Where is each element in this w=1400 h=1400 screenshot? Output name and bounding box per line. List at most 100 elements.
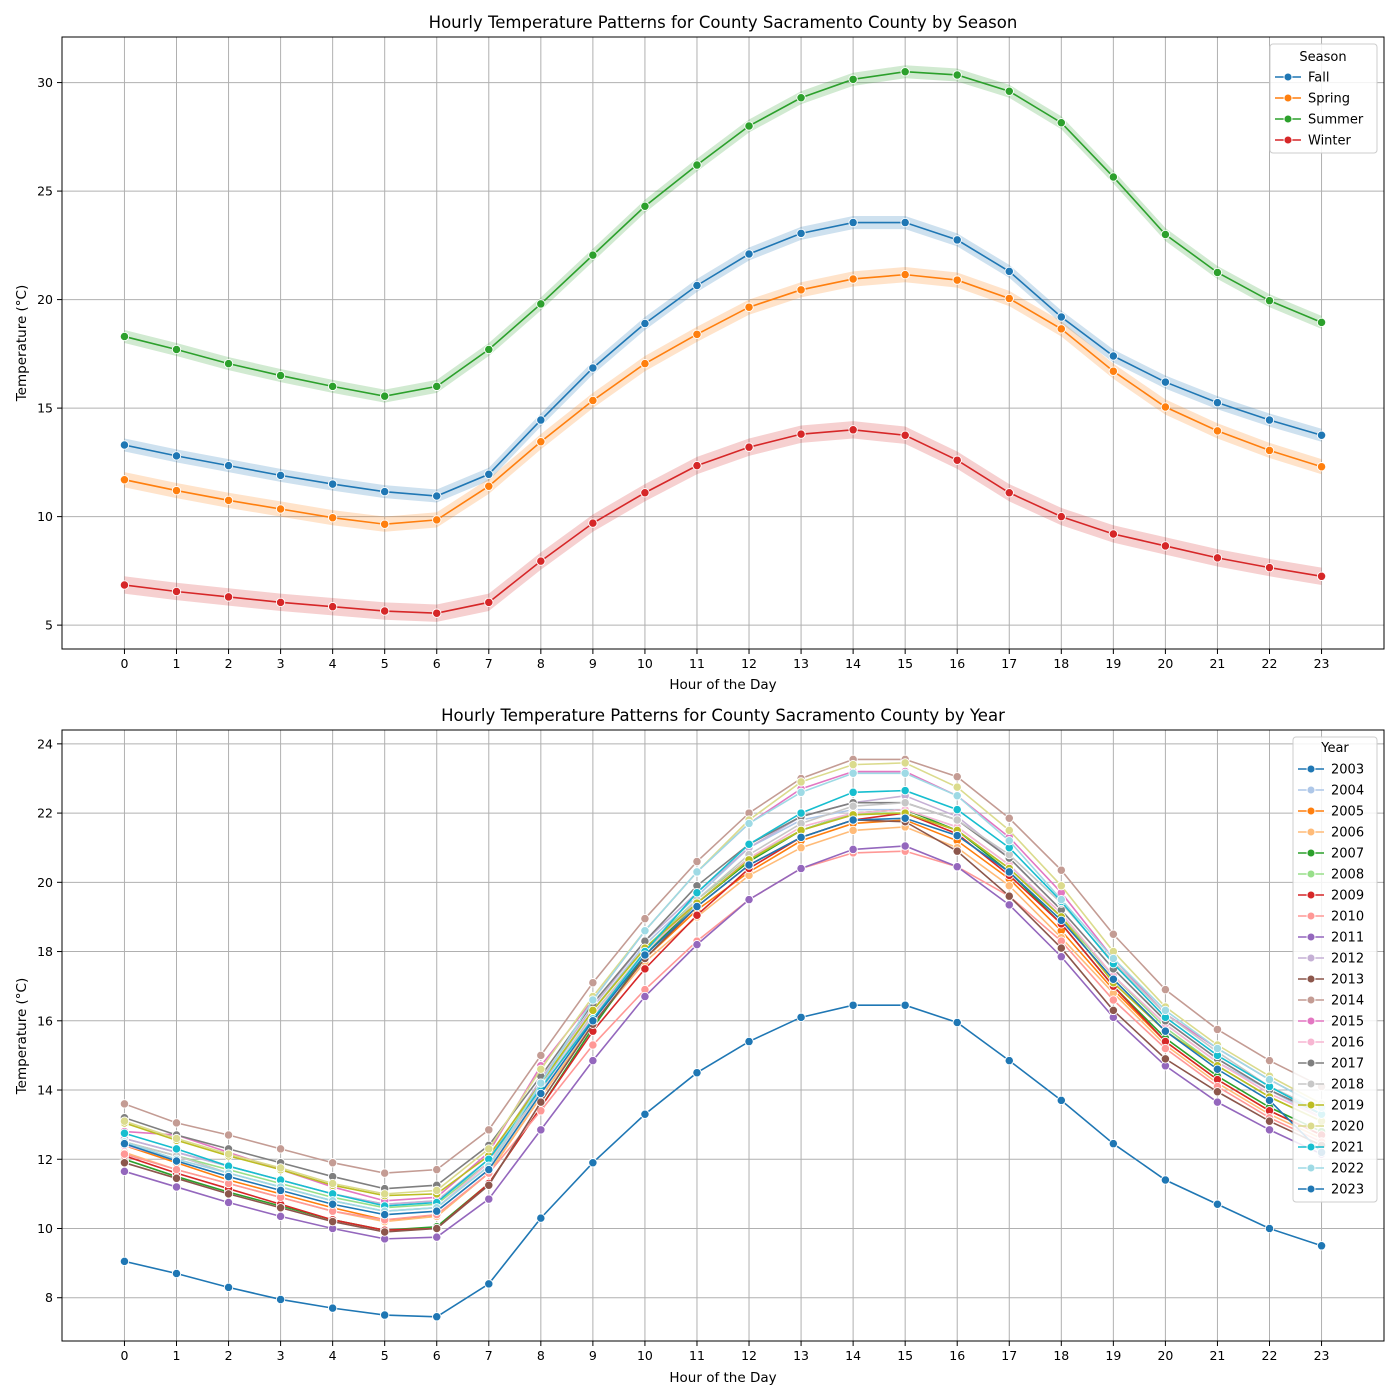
year-data-point-2023 (848, 815, 858, 825)
season-data-point-spring (1212, 426, 1223, 436)
year-data-point-2023 (796, 832, 806, 842)
year-data-point-2013 (952, 846, 962, 856)
season-legend-items: Fall Spring Summer Winter (1275, 71, 1364, 149)
year-data-point-2023 (536, 1088, 546, 1099)
year-data-point-2023 (1160, 1026, 1171, 1036)
season-data-point-winter (744, 442, 754, 452)
season-x-tick-label: 16 (949, 656, 965, 671)
year-data-point-2014 (1056, 865, 1066, 875)
season-chart-lines (119, 67, 1327, 618)
season-data-point-spring (380, 519, 390, 529)
year-legend-marker (1306, 848, 1316, 858)
year-legend-label: 2009 (1331, 889, 1364, 904)
season-data-point-summer (588, 250, 598, 260)
season-legend-label: Winter (1308, 134, 1352, 149)
year-data-point-2011 (275, 1211, 286, 1222)
year-data-point-2011 (119, 1166, 130, 1177)
season-data-point-spring (1264, 445, 1275, 456)
year-x-tick-label: 15 (897, 1348, 913, 1363)
year-legend-marker (1306, 1037, 1316, 1047)
season-data-point-fall (536, 415, 546, 425)
season-data-point-summer (848, 74, 858, 84)
year-data-point-2003 (1108, 1139, 1119, 1149)
year-x-tick-label: 0 (120, 1348, 128, 1363)
year-y-tick-label: 22 (37, 806, 53, 821)
year-y-tick-label: 18 (37, 944, 53, 959)
year-data-point-2022 (952, 791, 962, 801)
year-y-tick-label: 16 (37, 1013, 53, 1028)
year-series-line-2009 (124, 812, 1322, 1232)
year-y-tick-label: 14 (37, 1083, 53, 1098)
season-data-point-spring (119, 475, 130, 485)
year-data-point-2020 (275, 1163, 286, 1173)
season-x-tick-label: 19 (1105, 656, 1121, 671)
season-data-point-fall (380, 487, 390, 497)
year-data-point-2013 (1056, 943, 1066, 953)
season-x-tick-label: 0 (120, 656, 128, 671)
year-x-tick-label: 1 (173, 1348, 181, 1363)
year-data-point-2013 (223, 1189, 234, 1199)
season-x-tick-label: 11 (689, 656, 705, 671)
year-legend-marker (1306, 1142, 1316, 1152)
year-data-point-2003 (1160, 1175, 1171, 1185)
season-data-point-winter (275, 597, 286, 607)
season-data-point-winter (1212, 553, 1223, 563)
year-x-tick-label: 6 (433, 1348, 441, 1363)
year-legend-title: Year (1320, 741, 1349, 756)
season-series-line-winter (124, 429, 1322, 614)
year-legend-label: 2018 (1331, 1078, 1364, 1093)
year-legend-marker (1306, 995, 1316, 1005)
season-data-point-fall (1212, 398, 1223, 408)
season-band-winter (124, 421, 1322, 622)
year-data-point-2022 (692, 867, 702, 877)
season-data-point-winter (1316, 571, 1327, 581)
year-series-line-2020 (124, 762, 1322, 1195)
season-data-point-summer (1316, 317, 1327, 328)
season-chart-x-axis-label: Hour of the Day (669, 677, 776, 693)
year-legend-label: 2011 (1331, 931, 1364, 946)
year-data-point-2003 (536, 1213, 546, 1223)
season-y-tick-label: 15 (37, 401, 53, 416)
year-x-tick-label: 4 (329, 1348, 337, 1363)
year-series-line-2010 (124, 850, 1322, 1221)
season-data-point-fall (119, 440, 130, 450)
year-x-tick-label: 8 (537, 1348, 545, 1363)
season-data-point-fall (900, 217, 910, 228)
year-data-point-2003 (900, 1000, 910, 1010)
year-data-point-2014 (171, 1118, 182, 1128)
season-data-point-spring (1316, 462, 1327, 472)
year-data-point-2014 (223, 1130, 234, 1140)
season-data-point-summer (900, 67, 910, 77)
season-data-point-spring (1004, 293, 1014, 304)
year-data-point-2023 (692, 901, 702, 912)
season-chart-ticks: 0 1 2 3 4 5 6 7 8 9 10 11 12 13 14 15 16 17 18 19 20 21 22 2351… (37, 75, 1329, 671)
year-data-point-2013 (432, 1223, 442, 1234)
year-data-point-2003 (692, 1068, 702, 1078)
season-data-point-winter (900, 430, 910, 440)
year-data-point-2021 (952, 804, 962, 815)
year-data-point-2014 (119, 1099, 130, 1109)
year-data-point-2021 (171, 1144, 182, 1154)
year-legend-label: 2007 (1331, 847, 1364, 862)
year-data-point-2010 (1108, 995, 1119, 1005)
year-data-point-2013 (327, 1216, 338, 1227)
year-data-point-2023 (432, 1206, 442, 1216)
season-x-tick-label: 18 (1053, 656, 1069, 671)
year-data-point-2020 (171, 1133, 182, 1144)
season-data-point-spring (536, 437, 546, 447)
season-data-point-fall (327, 479, 338, 489)
year-x-tick-label: 11 (689, 1348, 705, 1363)
season-data-point-summer (275, 370, 286, 381)
year-legend-label: 2003 (1331, 763, 1364, 778)
year-data-point-2003 (327, 1303, 338, 1313)
year-legend-marker (1306, 1079, 1316, 1089)
season-data-point-summer (1160, 229, 1171, 240)
season-x-tick-label: 15 (897, 656, 913, 671)
year-x-tick-label: 17 (1001, 1348, 1017, 1363)
season-data-point-spring (171, 485, 182, 496)
year-data-point-2011 (536, 1125, 546, 1135)
season-data-point-spring (1160, 402, 1171, 412)
year-data-point-2014 (380, 1168, 390, 1178)
year-x-tick-label: 19 (1105, 1348, 1121, 1363)
season-chart: Hourly Temperature Patterns for County S… (14, 13, 1385, 693)
